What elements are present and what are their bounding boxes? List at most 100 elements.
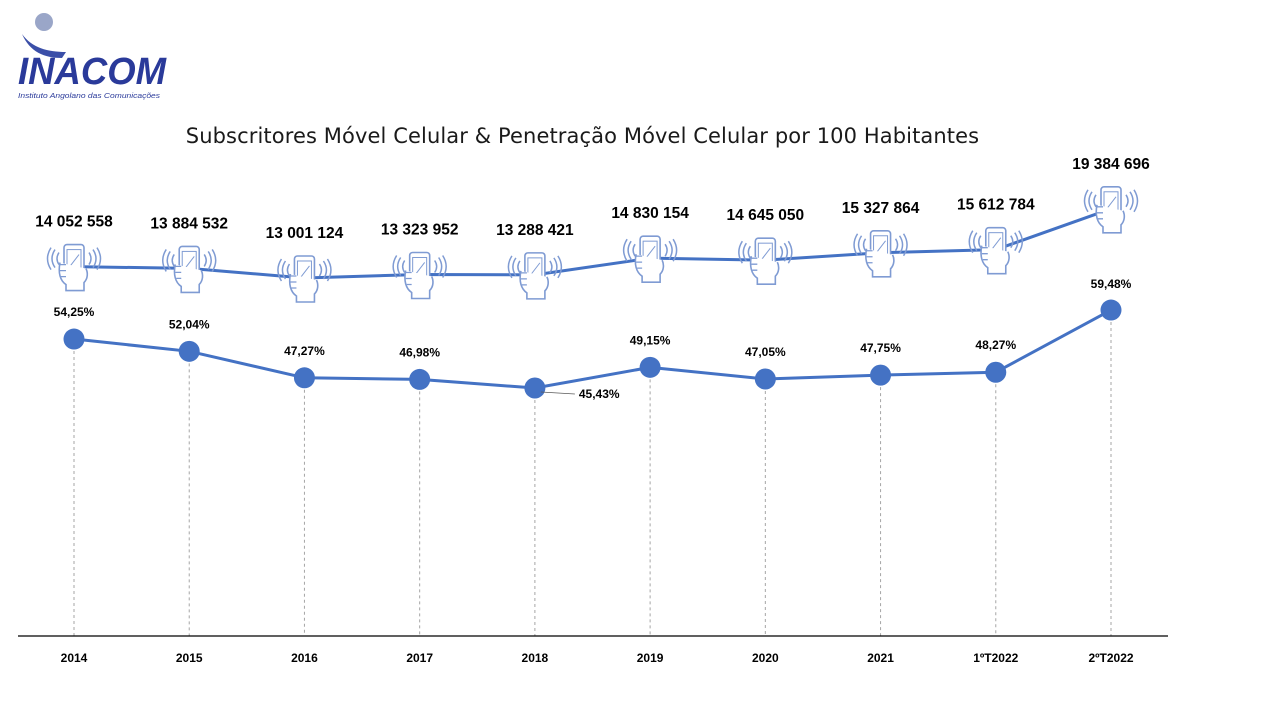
hand-outline bbox=[58, 262, 89, 292]
signal-waves-left bbox=[46, 247, 60, 270]
signal-waves-right bbox=[549, 255, 563, 279]
hand-outline bbox=[980, 245, 1010, 275]
penetration-line bbox=[73, 308, 1112, 390]
hand-outline bbox=[519, 270, 549, 300]
inacom-logo: INACOM Instituto Angolano das Comunicaçõ… bbox=[18, 13, 167, 100]
penetration-data-label: 47,27% bbox=[284, 344, 325, 358]
penetration-point bbox=[639, 356, 661, 378]
logo-subtitle: Instituto Angolano das Comunicações bbox=[18, 91, 160, 100]
hand-fingers bbox=[60, 263, 66, 278]
penetration-point bbox=[178, 340, 200, 362]
penetration-data-label: 54,25% bbox=[54, 305, 95, 319]
x-tick-label: 2017 bbox=[406, 651, 433, 665]
x-tick-label: 2015 bbox=[176, 651, 203, 665]
mobile-phone-icon bbox=[392, 251, 447, 300]
hand-fingers bbox=[405, 271, 412, 286]
logo-text: INACOM bbox=[18, 51, 167, 93]
subscribers-data-label: 13 884 532 bbox=[150, 215, 228, 232]
signal-waves-left bbox=[1083, 189, 1097, 213]
x-tick-label: 2020 bbox=[752, 651, 779, 665]
x-tick-label: 2014 bbox=[61, 651, 88, 665]
x-tick-label: 2016 bbox=[291, 651, 318, 665]
hand-outline bbox=[1095, 204, 1126, 234]
penetration-point bbox=[870, 364, 892, 386]
penetration-data-label: 48,27% bbox=[975, 338, 1016, 352]
signal-waves-left bbox=[622, 238, 636, 262]
mobile-phone-icon bbox=[853, 229, 908, 278]
hand-fingers bbox=[981, 247, 988, 261]
x-tick-label: 1ºT2022 bbox=[973, 651, 1018, 665]
hand-fingers bbox=[866, 250, 873, 264]
hand-outline bbox=[865, 248, 895, 278]
mobile-phone-icon bbox=[1083, 185, 1139, 234]
chart-title: Subscritores Móvel Celular & Penetração … bbox=[185, 124, 980, 148]
penetration-data-label: 47,75% bbox=[860, 341, 901, 355]
penetration-point bbox=[524, 377, 546, 399]
hand-fingers bbox=[290, 275, 297, 289]
hand-outline bbox=[749, 256, 780, 285]
mobile-phone-icon bbox=[161, 245, 217, 294]
signal-waves-left bbox=[392, 255, 406, 278]
subscribers-data-label: 15 327 864 bbox=[842, 200, 920, 217]
signal-waves-left bbox=[161, 249, 175, 272]
mobile-phone-icon bbox=[622, 235, 678, 283]
signal-waves-right bbox=[1125, 189, 1139, 213]
hand-fingers bbox=[175, 265, 182, 280]
x-tick-label: 2018 bbox=[522, 651, 549, 665]
signal-waves-right bbox=[664, 238, 678, 262]
hand-fingers bbox=[751, 257, 758, 271]
mobile-phone-icon bbox=[277, 255, 332, 303]
penetration-point bbox=[409, 368, 431, 390]
signal-waves-left bbox=[738, 240, 751, 264]
hand-outline bbox=[404, 270, 434, 300]
x-tick-label: 2021 bbox=[867, 651, 894, 665]
subscribers-data-label: 19 384 696 bbox=[1072, 156, 1150, 173]
hand-fingers bbox=[520, 272, 527, 286]
mobile-phone-icon bbox=[507, 252, 563, 300]
subscribers-data-label: 14 052 558 bbox=[35, 214, 113, 231]
hand-outline bbox=[634, 254, 665, 283]
subscribers-line bbox=[73, 207, 1112, 280]
subscribers-data-label: 15 612 784 bbox=[957, 197, 1035, 214]
signal-waves-left bbox=[968, 230, 982, 254]
signal-waves-right bbox=[779, 240, 793, 264]
signal-waves-right bbox=[318, 258, 332, 282]
signal-waves-left bbox=[853, 233, 867, 257]
signal-waves-right bbox=[894, 233, 908, 257]
signal-waves-right bbox=[1010, 230, 1024, 254]
penetration-data-label: 45,43% bbox=[579, 387, 620, 401]
subscribers-data-label: 14 645 050 bbox=[727, 207, 805, 224]
signal-waves-left bbox=[507, 255, 521, 279]
penetration-data-label: 47,05% bbox=[745, 345, 786, 359]
logo-circle bbox=[35, 13, 53, 31]
subscribers-data-label: 13 001 124 bbox=[266, 225, 344, 242]
hand-fingers bbox=[636, 255, 643, 269]
label-leader-line bbox=[540, 391, 575, 395]
mobile-phone-icon bbox=[46, 243, 102, 292]
signal-waves-right bbox=[434, 255, 447, 278]
penetration-data-label: 52,04% bbox=[169, 317, 210, 331]
signal-waves-left bbox=[277, 258, 291, 282]
signal-waves-right bbox=[88, 247, 102, 270]
penetration-data-label: 59,48% bbox=[1091, 277, 1132, 291]
signal-waves-right bbox=[203, 249, 217, 272]
penetration-point bbox=[985, 361, 1007, 383]
mobile-phone-icon bbox=[738, 237, 793, 285]
penetration-point bbox=[63, 328, 85, 350]
penetration-point bbox=[754, 368, 776, 390]
penetration-data-label: 46,98% bbox=[399, 345, 440, 359]
hand-outline bbox=[288, 273, 319, 303]
penetration-point bbox=[293, 367, 315, 389]
subscribers-data-label: 13 323 952 bbox=[381, 221, 459, 238]
subscribers-data-label: 13 288 421 bbox=[496, 222, 574, 239]
penetration-point bbox=[1100, 299, 1122, 321]
hand-outline bbox=[173, 264, 204, 294]
hand-fingers bbox=[1097, 206, 1103, 220]
x-tick-label: 2019 bbox=[637, 651, 664, 665]
x-tick-label: 2ºT2022 bbox=[1088, 651, 1133, 665]
subscribers-data-label: 14 830 154 bbox=[611, 205, 689, 222]
penetration-data-label: 49,15% bbox=[630, 333, 671, 347]
mobile-phone-icon bbox=[968, 226, 1024, 275]
logo-swoosh bbox=[22, 34, 66, 58]
